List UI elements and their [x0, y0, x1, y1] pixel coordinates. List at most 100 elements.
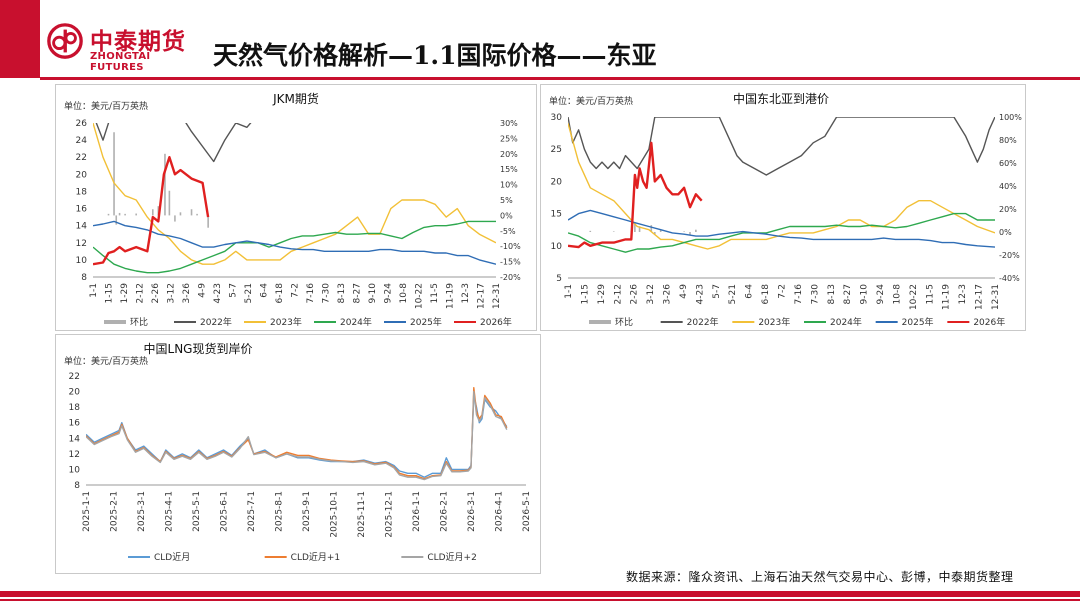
- x-tick-label: 6-18: [761, 284, 771, 305]
- x-tick-label: 6-4: [745, 284, 755, 299]
- x-tick-label: 1-15: [580, 284, 590, 304]
- x-tick-label: 5-21: [244, 283, 254, 303]
- x-tick-label: 2025-7-1: [247, 491, 257, 532]
- x-tick-label: 11-5: [925, 284, 935, 304]
- x-tick-label: 2025-12-1: [385, 491, 395, 538]
- series-line: [93, 123, 496, 265]
- mom-bar: [634, 222, 636, 232]
- x-tick-label: 2-12: [136, 283, 146, 303]
- legend-label: 环比: [615, 316, 633, 328]
- legend-label: 2025年: [902, 316, 934, 328]
- x-tick-label: 5-21: [728, 284, 738, 304]
- y-tick-label: 10: [551, 242, 563, 252]
- mom-bar: [151, 209, 154, 216]
- x-tick-label: 1-29: [120, 283, 130, 304]
- legend-label: CLD近月+1: [291, 551, 341, 563]
- x-tick-label: 10-22: [909, 284, 919, 310]
- y-tick-label: 22: [76, 153, 87, 163]
- legend-label: 环比: [130, 316, 148, 328]
- x-tick-label: 2-26: [151, 283, 161, 304]
- y2-tick-label: 20%: [500, 150, 518, 159]
- x-tick-label: 2-26: [630, 284, 640, 305]
- x-tick-label: 2026-5-1: [522, 491, 532, 532]
- x-tick-label: 2026-4-1: [495, 491, 505, 532]
- y2-tick-label: -10%: [500, 242, 521, 251]
- x-tick-label: 12-3: [461, 283, 471, 303]
- y-tick-label: 18: [69, 403, 81, 413]
- brand-side-bar: [0, 0, 40, 78]
- logo-mark-icon: [47, 23, 83, 59]
- legend-label: 2024年: [340, 316, 372, 328]
- legend-label: 2022年: [200, 316, 232, 328]
- y2-tick-label: -5%: [500, 227, 516, 236]
- x-tick-label: 4-9: [198, 283, 208, 298]
- x-tick-label: 8-13: [827, 284, 837, 304]
- unit-label: 单位：美元/百万英热: [549, 95, 633, 107]
- x-tick-label: 5-7: [229, 283, 239, 298]
- y-tick-label: 15: [551, 210, 562, 220]
- x-tick-label: 3-12: [167, 283, 177, 303]
- x-tick-label: 1-15: [105, 283, 115, 303]
- data-source-note: 数据来源：隆众资讯、上海石油天然气交易中心、彭博，中泰期货整理: [626, 570, 1014, 584]
- mom-bar: [207, 215, 209, 228]
- legend-label: 2022年: [687, 316, 719, 328]
- series-line: [568, 209, 995, 248]
- x-tick-label: 10-22: [415, 283, 425, 309]
- x-tick-label: 7-2: [778, 284, 788, 299]
- mom-bar: [168, 190, 171, 216]
- y2-tick-label: 40%: [999, 182, 1017, 191]
- x-tick-label: 8-27: [353, 283, 363, 303]
- company-logo: 中泰期货 ZHONGTAI FUTURES: [46, 20, 206, 73]
- ne-asia-delivered-price-chart: 中国东北亚到港价 单位：美元/百万英热 5 10 15 20 25 30 -40% -20% 0% 2…: [549, 91, 1022, 328]
- ne-asia-chart-panel: 中国东北亚到港价 单位：美元/百万英热 5 10 15 20 25 30 -40% -20% 0% 2…: [540, 84, 1026, 331]
- x-tick-label: 4-23: [695, 284, 705, 304]
- x-tick-label: 2025-11-1: [357, 491, 367, 538]
- y-tick-label: 16: [76, 205, 88, 215]
- mom-bar: [689, 232, 691, 236]
- y-tick-label: 8: [81, 273, 87, 283]
- x-tick-label: 12-3: [958, 284, 968, 304]
- x-tick-label: 10-8: [892, 284, 902, 305]
- legend-label: 2026年: [973, 316, 1005, 328]
- x-tick-label: 9-10: [860, 284, 870, 305]
- x-tick-label: 12-17: [477, 283, 487, 309]
- x-tick-label: 6-4: [260, 283, 270, 298]
- series-line: [568, 117, 995, 176]
- y-tick-label: 25: [551, 145, 562, 155]
- header-rule: [40, 77, 1080, 80]
- x-tick-label: 6-18: [275, 283, 285, 304]
- x-tick-label: 2025-8-1: [275, 491, 285, 532]
- x-tick-label: 12-31: [492, 283, 502, 309]
- legend-label: 2025年: [410, 316, 442, 328]
- x-tick-label: 5-7: [712, 284, 722, 299]
- legend-label: CLD近月: [154, 551, 190, 563]
- series-line: [93, 220, 496, 274]
- jkm-chart-panel: JKM期货 单位：美元/百万英热 8 10 12 14 16 18 20 22 24 26 -20% -1…: [55, 84, 537, 331]
- legend-label: 2024年: [830, 316, 862, 328]
- x-tick-label: 1-1: [564, 284, 574, 299]
- legend-label: 2023年: [270, 316, 302, 328]
- mom-bar: [107, 213, 110, 216]
- y2-tick-label: -20%: [500, 273, 521, 282]
- y2-tick-label: 100%: [999, 113, 1022, 122]
- x-tick-label: 2025-10-1: [330, 491, 340, 538]
- x-tick-label: 3-26: [663, 284, 673, 305]
- y-tick-label: 30: [551, 113, 563, 123]
- x-tick-label: 2025-5-1: [192, 491, 202, 532]
- mom-bars: [107, 132, 209, 228]
- y-tick-label: 12: [69, 450, 80, 460]
- y-tick-label: 14: [69, 434, 81, 444]
- series-line: [568, 141, 703, 249]
- x-tick-label: 2025-4-1: [165, 491, 175, 532]
- x-tick-label: 2025-1-1: [82, 491, 92, 532]
- x-tick-label: 4-23: [213, 283, 223, 303]
- y2-tick-label: 5%: [500, 196, 513, 205]
- y2-tick-label: -20%: [999, 251, 1020, 260]
- china-lng-chart-panel: 中国LNG现货到岸价 单位：美元/百万英热 8 10 12 14 16 18 20 22 2025-…: [55, 334, 541, 574]
- y2-tick-label: 60%: [999, 159, 1017, 168]
- series-lines: [568, 117, 995, 253]
- y-tick-label: 16: [69, 419, 81, 429]
- mom-bar: [115, 215, 118, 225]
- x-tick-label: 9-24: [876, 284, 886, 305]
- x-tick-label: 2025-2-1: [110, 491, 120, 532]
